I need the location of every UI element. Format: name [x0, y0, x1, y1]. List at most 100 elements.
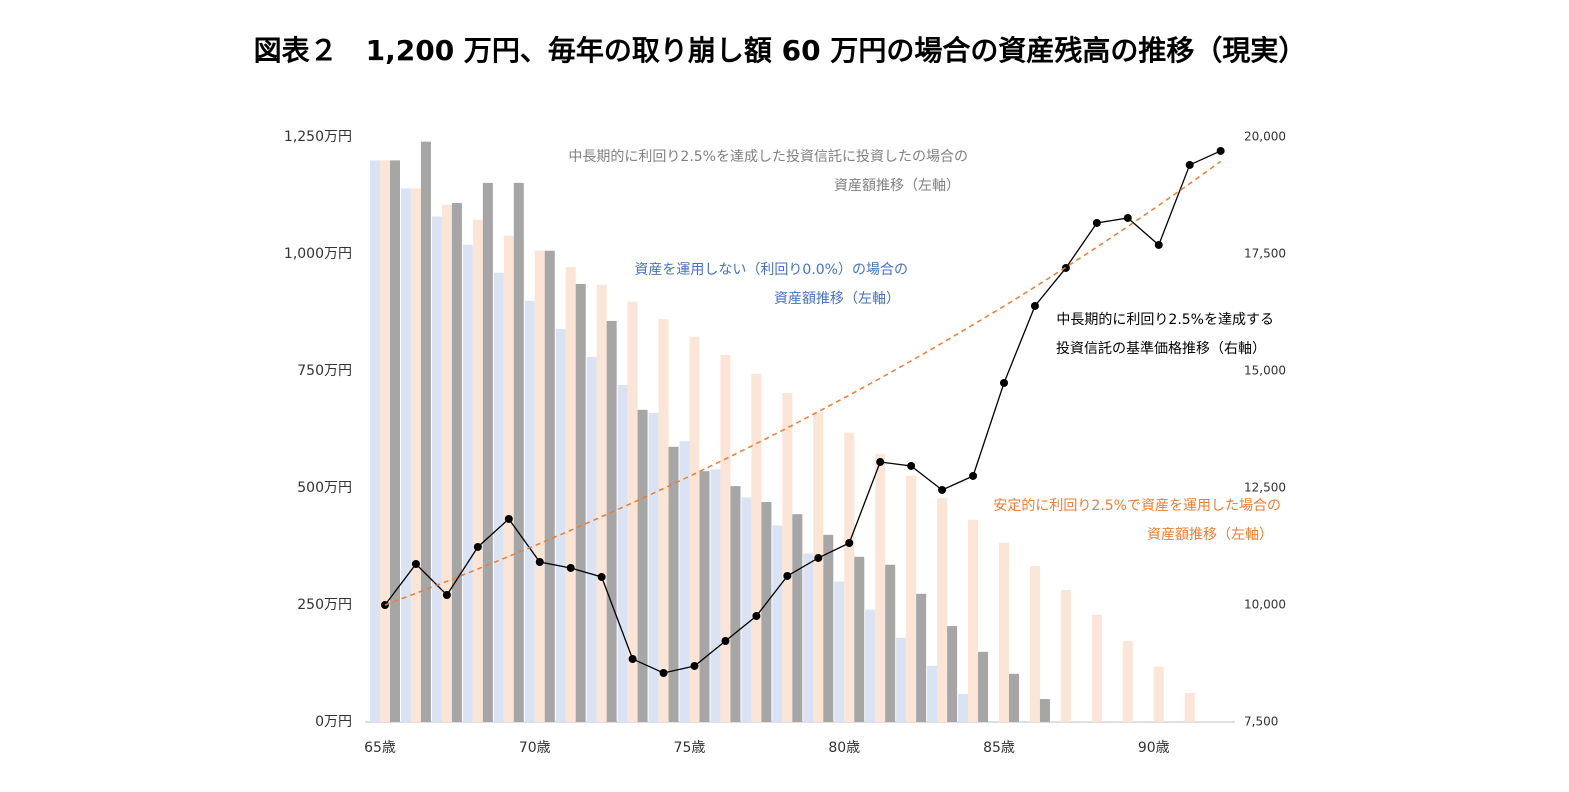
x-tick-label: 70歳	[519, 740, 551, 756]
bar	[999, 542, 1009, 722]
bar	[865, 609, 876, 722]
bar	[513, 182, 524, 722]
y2-tick-label: 17,500	[1244, 247, 1286, 261]
bar	[575, 283, 586, 722]
bar	[1029, 566, 1040, 722]
annotation: 中長期的に利回り2.5%を達成する	[1056, 312, 1274, 328]
bar	[524, 300, 535, 722]
line-marker	[504, 514, 513, 523]
bar	[565, 267, 576, 722]
annotation: 中長期的に利回り2.5%を達成した投資信託に投資したの場合の	[568, 149, 968, 165]
bar	[978, 651, 989, 722]
y2-tick-label: 7,500	[1244, 715, 1278, 729]
bar	[782, 392, 793, 722]
y-tick-label: 1,250万円	[284, 129, 352, 145]
bar	[1122, 641, 1133, 722]
bar	[730, 486, 741, 722]
line-marker	[473, 542, 482, 551]
annotation: 資産額推移（左軸）	[774, 291, 900, 307]
bar	[472, 219, 483, 722]
line-marker	[845, 538, 854, 547]
line-marker	[535, 557, 544, 566]
line-marker	[1061, 263, 1070, 272]
bar	[968, 519, 979, 722]
bar	[606, 320, 617, 722]
line-marker	[938, 485, 947, 494]
bar	[803, 553, 814, 722]
bar	[854, 556, 865, 722]
line-marker	[442, 590, 451, 599]
bar	[875, 453, 886, 722]
bar	[451, 202, 462, 722]
bar	[699, 471, 710, 722]
bar	[658, 319, 669, 722]
bar	[441, 204, 452, 723]
annotation: 資産額推移（左軸）	[1147, 527, 1273, 543]
line	[384, 150, 1221, 674]
line-marker	[1123, 213, 1132, 222]
x-tick-label: 85歳	[983, 740, 1015, 756]
bar	[710, 469, 721, 722]
bar	[420, 141, 431, 722]
bar	[813, 412, 824, 722]
line-marker	[1000, 378, 1008, 387]
y2-tick-label: 10,000	[1244, 598, 1286, 612]
line-marker	[690, 661, 699, 670]
bar	[534, 250, 545, 722]
bar	[627, 301, 638, 722]
bar	[390, 160, 400, 722]
bar	[896, 637, 907, 722]
bar	[1091, 614, 1102, 722]
line-marker	[411, 560, 420, 569]
bar	[916, 593, 927, 722]
annotation: 投資信託の基準価格推移（右軸）	[1056, 340, 1266, 357]
line-marker	[969, 471, 978, 480]
bar	[679, 441, 690, 722]
bar	[761, 502, 772, 722]
line-marker	[876, 457, 885, 466]
bar	[380, 160, 390, 722]
y-tick-label: 500万円	[297, 480, 352, 496]
bar	[544, 250, 555, 722]
bar	[844, 432, 855, 722]
y2-tick-label: 20,000	[1244, 130, 1286, 144]
line-marker	[566, 563, 575, 572]
chart-title: 図表２ 1,200 万円、毎年の取り崩し額 60 万円の場合の資産残高の推移（現…	[254, 34, 1307, 67]
bar	[751, 373, 762, 722]
line-marker	[659, 669, 668, 678]
bar	[1060, 590, 1071, 722]
bar	[617, 385, 628, 722]
bar	[741, 497, 752, 722]
x-tick-label: 80歳	[828, 740, 860, 756]
line-marker	[628, 655, 637, 664]
x-tick-label: 90歳	[1138, 740, 1170, 756]
line-marker	[783, 571, 792, 580]
y-tick-label: 1,000万円	[284, 246, 352, 262]
y-tick-label: 250万円	[297, 597, 352, 613]
line-marker	[752, 611, 761, 620]
line-marker	[1154, 240, 1163, 249]
bar	[400, 188, 411, 723]
bar	[586, 356, 597, 722]
bar	[370, 160, 380, 722]
bar	[823, 534, 834, 722]
bar	[885, 564, 896, 722]
line-marker	[814, 553, 823, 562]
bar	[1039, 699, 1050, 722]
annotation: 安定的に利回り2.5%で資産を運用した場合の	[993, 498, 1281, 514]
bar	[482, 182, 493, 722]
y-tick-label: 750万円	[297, 363, 352, 379]
bar	[637, 409, 648, 722]
line-marker	[1092, 218, 1101, 227]
bar	[772, 525, 783, 722]
annotation: 資産額推移（左軸）	[834, 178, 960, 194]
bar	[958, 693, 969, 722]
y2-tick-label: 12,500	[1244, 481, 1286, 495]
bar	[792, 514, 803, 722]
bar	[555, 328, 566, 722]
bar	[927, 665, 938, 722]
y-tick-label: 0万円	[315, 714, 352, 730]
bar	[1153, 666, 1164, 722]
bar	[431, 216, 442, 722]
